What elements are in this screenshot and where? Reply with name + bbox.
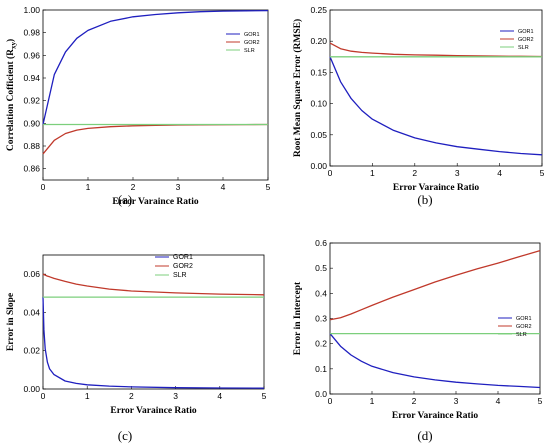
x-tick-label: 5 — [540, 168, 545, 178]
y-tick-label: 0.00 — [310, 161, 327, 171]
y-tick-label: 0.94 — [23, 73, 40, 83]
legend-label: GOR1 — [518, 29, 534, 35]
x-tick-label: 0 — [41, 182, 46, 192]
chart-1: 0 1 2 3 4 5 0.86 0.88 0.90 0.92 0.94 0.96 0.98 1.00 GO… — [5, 5, 271, 207]
x-tick-label: 2 — [131, 182, 136, 192]
chart-4: 0 1 2 3 4 5 0.0 0.1 0.2 0.3 0.4 0.5 0.6 GOR1 GOR2 SLR Er… — [293, 238, 543, 443]
y-axis-label: Correlation Cofficient (Rxy) — [5, 39, 18, 151]
legend-label: GOR2 — [516, 324, 532, 330]
y-tick-label: 0.04 — [23, 307, 40, 317]
x-tick-label: 5 — [266, 182, 271, 192]
x-tick-label: 1 — [86, 182, 91, 192]
x-tick-label: 5 — [262, 391, 267, 401]
x-axis-label: Error Varaince Ratio — [110, 406, 196, 416]
x-tick-label: 4 — [221, 182, 226, 192]
panel-caption: (d) — [417, 428, 432, 443]
y-tick-label: 0.2 — [315, 339, 327, 349]
x-tick-label: 2 — [412, 168, 417, 178]
legend: GOR1 GOR2 SLR — [498, 316, 532, 338]
legend-label: GOR2 — [518, 37, 534, 43]
x-axis-label: Error Varaince Ratio — [393, 183, 479, 193]
y-tick-label: 0.05 — [310, 130, 327, 140]
x-tick-label: 1 — [85, 391, 90, 401]
x-tick-label: 3 — [455, 168, 460, 178]
x-tick-label: 0 — [328, 168, 333, 178]
series-line-gor1 — [329, 56, 543, 156]
legend-label: SLR — [518, 45, 529, 51]
legend-label: SLR — [516, 332, 527, 338]
x-axis-label: Error Varaince Ratio — [112, 197, 198, 207]
y-tick-label: 0.90 — [23, 118, 40, 128]
legend: GOR1 GOR2 SLR — [500, 29, 534, 51]
x-tick-label: 3 — [173, 391, 178, 401]
y-tick-label: 0.06 — [23, 269, 40, 279]
x-tick-label: 2 — [412, 396, 417, 406]
legend-label: SLR — [244, 48, 255, 54]
x-tick-label: 1 — [370, 396, 375, 406]
series-line-gor2 — [329, 42, 543, 58]
x-tick-label: 3 — [176, 182, 181, 192]
x-tick-label: 3 — [454, 396, 459, 406]
y-tick-label: 0.15 — [310, 67, 327, 77]
x-tick-label: 1 — [370, 168, 375, 178]
legend-label: GOR1 — [173, 254, 193, 261]
y-tick-label: 0.1 — [315, 364, 327, 374]
legend-label: GOR1 — [516, 316, 532, 322]
series-line-gor2 — [42, 273, 265, 296]
y-tick-label: 0.86 — [23, 164, 40, 174]
legend-label: GOR1 — [244, 32, 260, 38]
series-line-gor2 — [42, 123, 269, 155]
legend-label: GOR2 — [173, 263, 193, 270]
chart-3: 0 1 2 3 4 5 0.00 0.02 0.04 0.06 GOR1 GOR2 SLR Error V… — [6, 254, 267, 443]
series-line-gor1 — [42, 9, 269, 125]
x-tick-label: 0 — [41, 391, 46, 401]
legend-label: SLR — [173, 272, 187, 279]
plot-frame — [329, 9, 543, 167]
y-tick-label: 0.10 — [310, 99, 327, 109]
panel-caption: (c) — [118, 428, 132, 443]
plot-frame — [42, 9, 269, 181]
x-tick-label: 4 — [496, 396, 501, 406]
y-tick-label: 0.96 — [23, 50, 40, 60]
series-line-gor2 — [329, 249, 541, 321]
y-tick-label: 0.0 — [315, 389, 327, 399]
y-tick-label: 0.88 — [23, 141, 40, 151]
x-tick-label: 4 — [217, 391, 222, 401]
x-tick-label: 5 — [538, 396, 543, 406]
series-line-gor1 — [329, 333, 541, 389]
y-tick-label: 0.92 — [23, 96, 40, 106]
y-axis-label: Error in Slope — [6, 293, 16, 351]
y-axis-label: Error in Intercept — [293, 281, 303, 355]
y-tick-label: 0.6 — [315, 238, 327, 248]
chart-2: 0 1 2 3 4 5 0.00 0.05 0.10 0.15 0.20 0.25 GOR1 GOR2 SL… — [292, 5, 545, 207]
y-tick-label: 0.4 — [315, 288, 327, 298]
y-tick-label: 0.00 — [23, 384, 40, 394]
x-tick-label: 0 — [328, 396, 333, 406]
legend: GOR1 GOR2 SLR — [155, 254, 193, 279]
y-tick-label: 0.20 — [310, 36, 327, 46]
y-tick-label: 0.25 — [310, 5, 327, 15]
x-axis-label: Error Varaince Ratio — [392, 411, 478, 421]
panel-caption: (b) — [417, 192, 432, 207]
panel-caption: (a) — [118, 192, 132, 207]
y-tick-label: 0.98 — [23, 28, 40, 38]
y-tick-label: 0.3 — [315, 314, 327, 324]
series-line-gor1 — [42, 297, 265, 389]
y-tick-label: 0.02 — [23, 346, 40, 356]
y-axis-label: Root Mean Square Error (RMSE) — [292, 19, 303, 157]
legend: GOR1 GOR2 SLR — [226, 32, 260, 54]
x-tick-label: 2 — [129, 391, 134, 401]
legend-label: GOR2 — [244, 40, 260, 46]
y-tick-label: 1.00 — [23, 5, 40, 15]
plot-frame — [42, 254, 265, 390]
x-tick-label: 4 — [497, 168, 502, 178]
y-tick-label: 0.5 — [315, 263, 327, 273]
